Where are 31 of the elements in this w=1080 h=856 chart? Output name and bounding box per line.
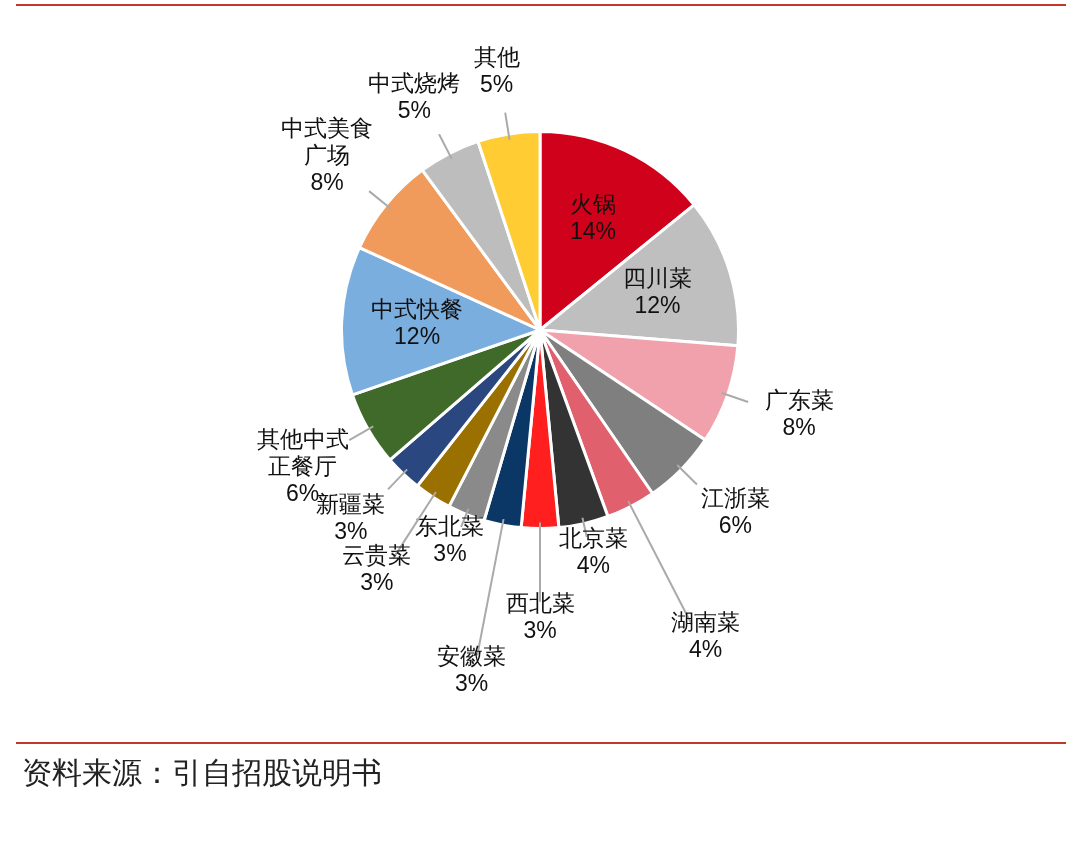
data-label: 3% — [455, 670, 489, 697]
slice-label: 四川菜 — [623, 265, 693, 292]
slice-label: 其他 — [473, 43, 520, 70]
data-label: 6% — [718, 512, 753, 539]
slice-label: 安徽菜 — [437, 643, 507, 670]
data-label: 5% — [480, 70, 514, 97]
slice-label: 北京菜 — [558, 524, 628, 551]
data-label: 4% — [688, 636, 723, 663]
data-label: 12% — [634, 292, 681, 319]
data-label: 5% — [397, 96, 431, 123]
data-label: 12% — [394, 322, 441, 349]
slice-label: 东北菜 — [415, 513, 485, 540]
slice-label: 西北菜 — [505, 590, 575, 617]
slice-label: 其他中式正餐厅 — [256, 425, 349, 479]
data-label: 3% — [523, 617, 557, 644]
data-label: 3% — [334, 517, 368, 544]
slice-label: 中式美食广场 — [281, 115, 374, 169]
slice-label: 中式快餐 — [371, 295, 464, 322]
text: 资料来源：引自招股说明书 — [22, 755, 383, 791]
slice-label: 广东菜 — [764, 387, 834, 414]
slice-label: 火锅 — [569, 190, 616, 217]
data-label: 3% — [360, 569, 394, 596]
data-label: 8% — [782, 414, 816, 441]
data-label: 8% — [310, 169, 344, 196]
data-label: 3% — [433, 540, 467, 567]
slice-label: 江浙菜 — [700, 485, 770, 512]
slice-label: 云贵菜 — [342, 542, 412, 569]
slice-label: 湖南菜 — [671, 609, 741, 636]
data-label: 4% — [576, 551, 610, 578]
data-label: 14% — [569, 217, 616, 244]
slice-label: 中式烧烤 — [368, 69, 461, 96]
